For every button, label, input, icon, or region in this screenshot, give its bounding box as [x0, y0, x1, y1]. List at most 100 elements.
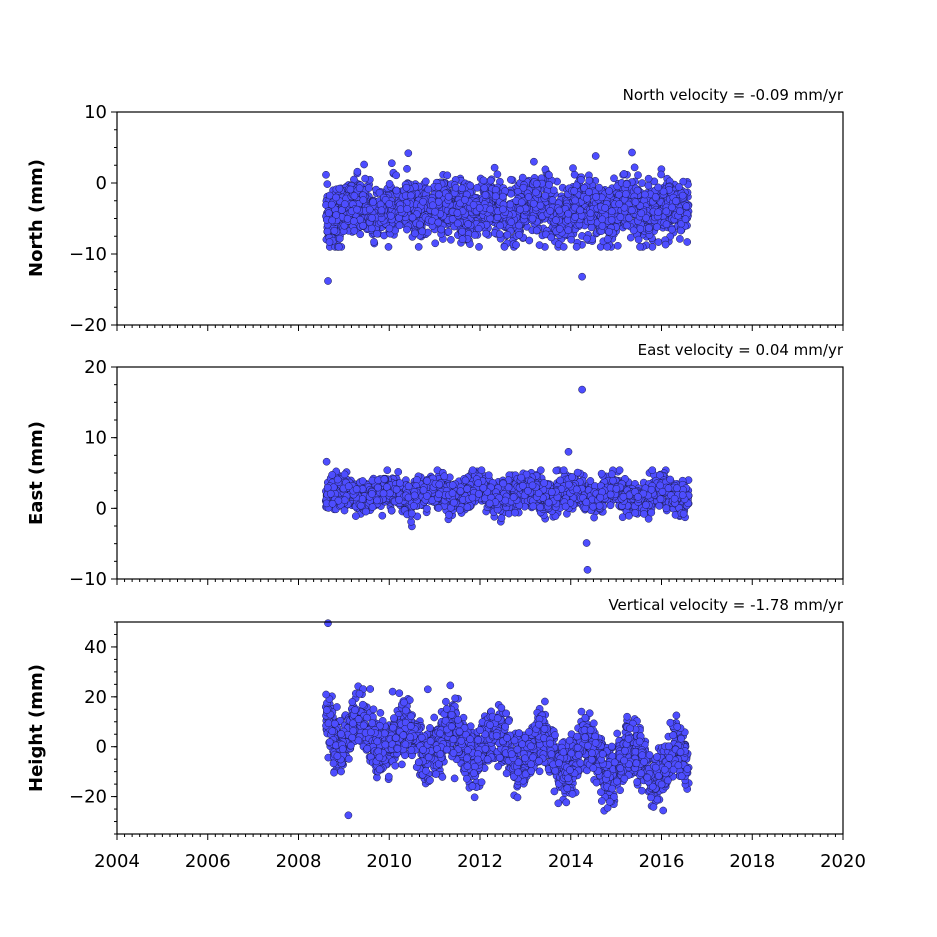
data-point: [444, 227, 453, 236]
east-y-axis-label: East (mm): [26, 421, 47, 525]
data-point: [615, 200, 624, 208]
data-point: [394, 468, 403, 476]
data-point: [576, 206, 585, 215]
data-point: [358, 477, 367, 485]
data-point: [627, 206, 636, 215]
data-point: [585, 188, 593, 196]
data-point: [328, 499, 337, 508]
data-point: [407, 509, 416, 518]
data-point: [408, 213, 417, 222]
data-point: [424, 185, 433, 194]
data-point: [475, 204, 484, 212]
data-point: [435, 190, 443, 199]
data-point: [464, 220, 472, 228]
data-point: [325, 238, 334, 246]
data-point: [511, 508, 519, 517]
data-point: [634, 493, 642, 501]
data-point: [682, 202, 691, 211]
data-point: [552, 216, 560, 225]
data-point: [486, 176, 495, 185]
east-x-ticks: [116, 579, 844, 585]
data-point: [335, 184, 344, 193]
data-point: [529, 502, 538, 511]
data-point: [536, 201, 545, 210]
data-point: [418, 227, 427, 236]
data-point: [499, 192, 507, 201]
data-point: [656, 495, 665, 503]
data-point: [668, 203, 676, 212]
data-point: [403, 225, 411, 234]
data-point: [435, 490, 443, 499]
data-point: [547, 233, 556, 242]
data-point: [603, 235, 612, 244]
data-point: [512, 241, 520, 249]
data-point: [423, 504, 431, 513]
data-point: [322, 170, 330, 179]
data-point: [603, 243, 612, 251]
data-point: [609, 476, 617, 485]
data-point: [419, 486, 428, 494]
data-point: [622, 180, 631, 189]
data-point: [468, 466, 477, 475]
outlier-point: [404, 149, 413, 158]
data-point: [656, 481, 664, 490]
data-point: [598, 215, 607, 224]
data-point: [679, 509, 688, 518]
data-point: [641, 190, 649, 199]
data-point: [328, 471, 336, 479]
data-point: [572, 243, 581, 251]
data-point: [503, 230, 512, 239]
data-point: [461, 196, 469, 204]
data-point: [415, 220, 424, 229]
data-point: [453, 209, 462, 217]
data-point: [499, 205, 507, 214]
east-panel: East velocity = 0.04 mm/yr East (mm) 201…: [26, 341, 844, 590]
data-point: [409, 502, 418, 510]
data-point: [485, 499, 494, 508]
data-point: [637, 209, 646, 218]
data-point: [447, 235, 455, 244]
data-point: [340, 506, 349, 515]
data-point: [444, 192, 453, 201]
data-point: [373, 496, 381, 505]
data-point: [434, 504, 443, 512]
data-point: [463, 503, 472, 512]
data-point: [385, 224, 394, 233]
data-point: [518, 173, 527, 182]
data-point: [545, 180, 553, 189]
y-tick-label: 10: [84, 428, 107, 449]
data-point: [359, 221, 367, 230]
data-point: [374, 483, 382, 492]
data-point: [597, 469, 606, 478]
data-point: [326, 489, 335, 498]
data-point: [341, 200, 349, 208]
data-point: [676, 235, 684, 243]
data-point: [662, 504, 671, 513]
data-point: [648, 466, 657, 475]
data-point: [480, 184, 489, 192]
data-point: [535, 241, 544, 249]
north-points: [322, 148, 693, 285]
data-point: [470, 231, 479, 239]
data-point: [528, 481, 537, 490]
data-point: [365, 205, 374, 214]
data-point: [564, 480, 573, 489]
data-point: [670, 494, 679, 503]
data-point: [353, 205, 361, 214]
data-point: [458, 227, 467, 236]
data-point: [621, 190, 630, 198]
data-point: [529, 199, 538, 208]
data-point: [515, 221, 523, 230]
data-point: [370, 238, 378, 246]
outlier-point: [582, 539, 591, 547]
data-point: [368, 490, 376, 498]
data-point: [411, 229, 419, 238]
data-point: [475, 243, 483, 251]
data-point: [517, 198, 526, 207]
data-point: [642, 501, 650, 509]
data-point: [569, 164, 577, 172]
data-point: [434, 183, 443, 191]
data-point: [346, 185, 355, 194]
data-point: [395, 495, 403, 504]
data-point: [410, 491, 419, 500]
